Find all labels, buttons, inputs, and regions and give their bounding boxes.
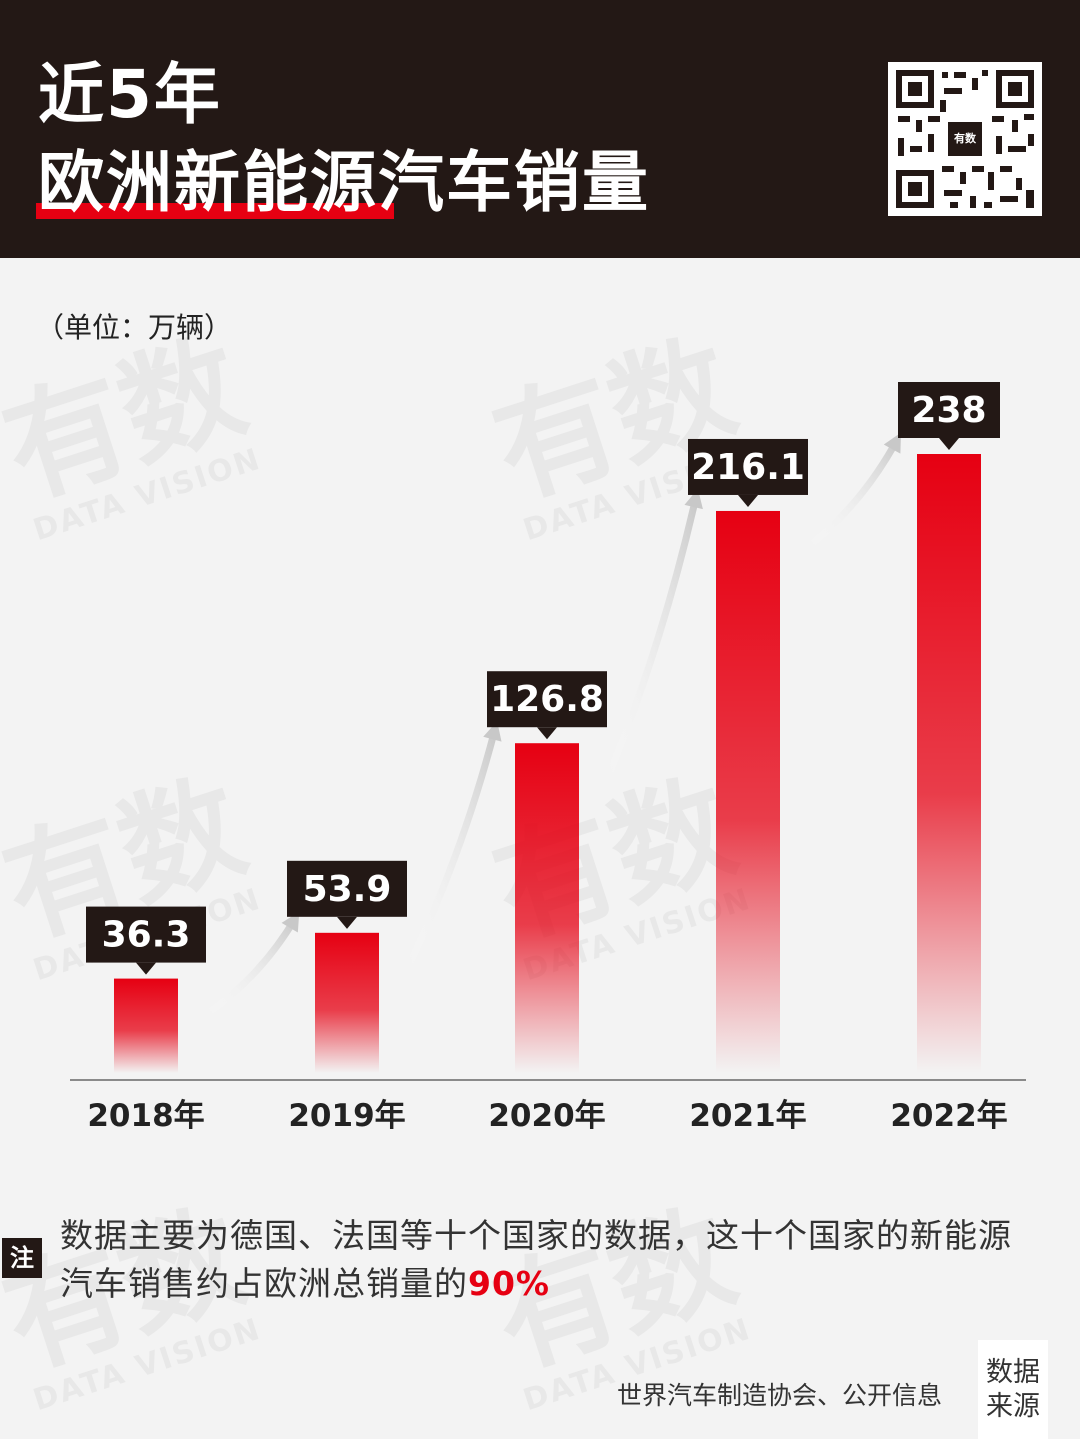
title-line-1: 近5年 [38, 56, 222, 133]
note-highlight: 90% [468, 1264, 550, 1303]
bar [114, 978, 178, 1073]
value-label-pointer [136, 962, 156, 975]
x-tick-label: 2020年 [488, 1098, 605, 1134]
value-label-pointer [337, 916, 357, 929]
trend-arrow [403, 725, 499, 973]
value-label: 36.3 [102, 915, 191, 956]
value-label: 126.8 [490, 679, 604, 720]
trend-arrowhead [281, 911, 300, 933]
value-label-pointer [738, 494, 758, 507]
title-underline [36, 203, 394, 219]
qr-code-icon [896, 70, 1034, 208]
value-label-box [688, 438, 808, 495]
header: 近5年 欧洲新能源汽车销量 有数 [0, 0, 1080, 258]
unit-label: （单位：万辆） [36, 311, 233, 344]
x-tick-label: 2022年 [890, 1098, 1007, 1134]
value-label-pointer [537, 727, 557, 740]
note-body: 数据主要为德国、法国等十个国家的数据，这十个国家的新能源汽车销售约占欧洲总销量的 [60, 1216, 1012, 1303]
qr-code: 有数 [888, 62, 1042, 216]
value-label-box [287, 860, 407, 917]
bar [716, 510, 780, 1074]
bar [917, 454, 981, 1073]
value-label: 216.1 [691, 447, 805, 488]
source-tag: 数据来源 [978, 1340, 1048, 1439]
value-label-box [86, 906, 206, 963]
title-line-2: 欧洲新能源汽车销量 [38, 144, 650, 221]
bar [515, 743, 579, 1073]
trend-arrow [202, 915, 299, 1019]
watermark-text: DATA VISION [29, 1311, 268, 1419]
note-tag: 注 [2, 1238, 42, 1278]
value-label: 53.9 [303, 869, 392, 910]
qr-badge: 有数 [948, 122, 982, 156]
value-label-pointer [939, 438, 959, 450]
x-tick-label: 2019年 [288, 1098, 405, 1134]
trend-arrowhead [883, 432, 902, 454]
source-text: 世界汽车制造协会、公开信息 [617, 1381, 943, 1410]
value-label-box [898, 382, 1000, 438]
trend-arrow [804, 436, 901, 551]
bar-chart: 36.3 53.9 126.8 216.1 238 2018年 2019年 2020年 2021… [70, 382, 1026, 1134]
value-label: 238 [911, 390, 986, 431]
trend-arrow [603, 493, 700, 783]
bar [315, 932, 379, 1073]
x-tick-label: 2018年 [87, 1098, 204, 1134]
note-text: 数据主要为德国、法国等十个国家的数据，这十个国家的新能源汽车销售约占欧洲总销量的… [60, 1212, 1020, 1308]
value-label-box [487, 671, 607, 728]
x-tick-label: 2021年 [689, 1098, 806, 1134]
